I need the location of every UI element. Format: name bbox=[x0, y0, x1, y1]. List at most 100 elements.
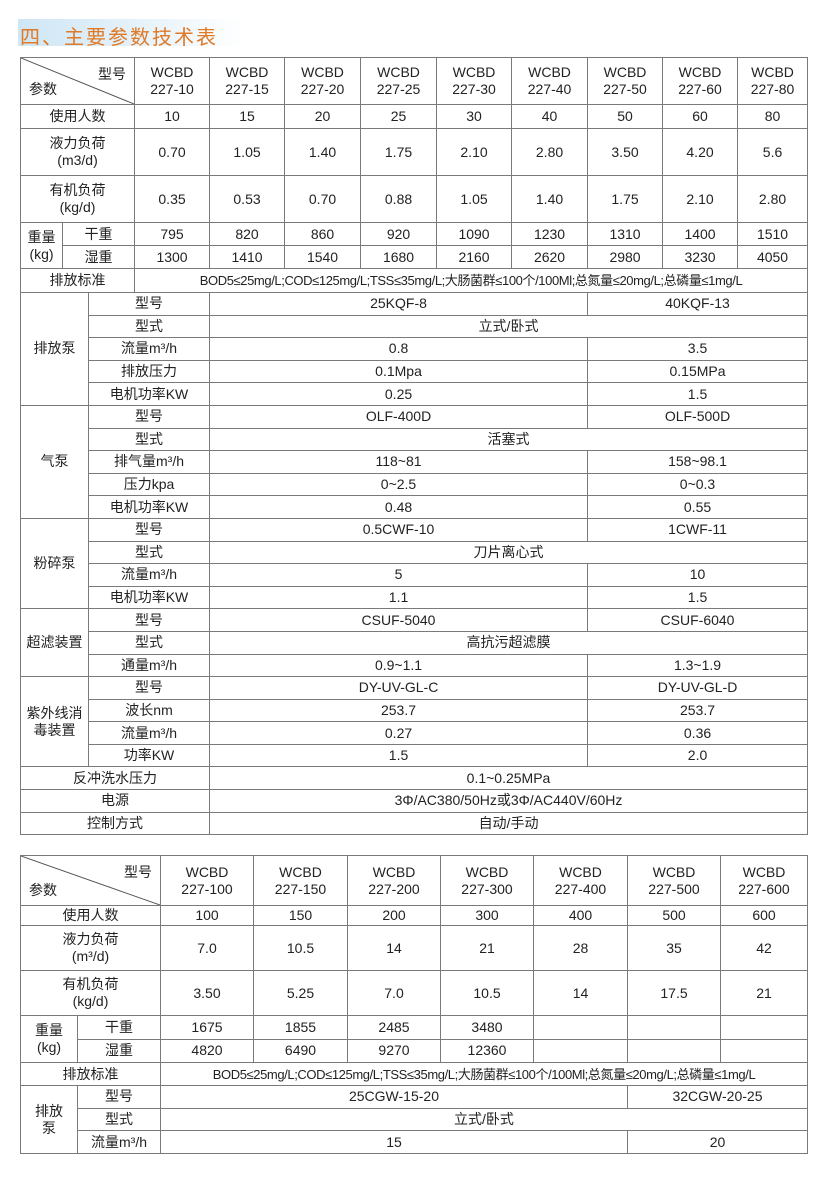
value-cell: 9270 bbox=[347, 1038, 441, 1063]
group-item-row: 气泵 型号 OLF-400D OLF-500D bbox=[20, 404, 809, 519]
value-cell bbox=[533, 1015, 628, 1040]
value-cell: 1540 bbox=[284, 245, 362, 269]
group-item-row: 流量m³/h 5 10 bbox=[21, 563, 809, 587]
value-cell: 0.5CWF-10 bbox=[209, 517, 589, 542]
value-cell: CSUF-6040 bbox=[587, 608, 809, 632]
value-cell: 0.70 bbox=[284, 175, 362, 223]
value-cell: 0.70 bbox=[134, 128, 211, 176]
item-label: 型式 bbox=[77, 1107, 161, 1132]
value-cell bbox=[533, 1038, 628, 1063]
value-cell: 80 bbox=[737, 104, 809, 129]
group-item-row: 型式 刀片离心式 bbox=[21, 540, 809, 565]
group-item-row: 压力kpa 0~2.5 0~0.3 bbox=[21, 472, 809, 497]
group-item-row: 电机功率KW 0.48 0.55 bbox=[21, 495, 809, 519]
weight-label: 重量 (kg) bbox=[20, 1015, 78, 1063]
value-cell: 立式/卧式 bbox=[160, 1107, 808, 1132]
value-cell: 118~81 bbox=[209, 450, 589, 474]
item-label: 型式 bbox=[87, 630, 211, 655]
value-cell: 3.50 bbox=[160, 970, 254, 1016]
value-cell: 1.40 bbox=[511, 175, 589, 223]
value-cell: 42 bbox=[720, 925, 808, 971]
value-cell: 50 bbox=[587, 104, 664, 129]
value-cell: 5.25 bbox=[253, 970, 348, 1016]
model-header: WCBD 227-25 bbox=[360, 57, 438, 105]
group-item-row: 电机功率KW 0.25 1.5 bbox=[21, 382, 809, 406]
value-cell: 3.5 bbox=[587, 337, 809, 361]
value-cell: 0.15MPa bbox=[587, 359, 809, 384]
value-cell: 7.0 bbox=[160, 925, 254, 971]
data-row: 有机负荷 (kg/d) 0.35 0.53 0.70 0.88 1.05 1.40 1.75 2… bbox=[19, 175, 809, 223]
group-item-row: 流量m³/h 0.27 0.36 bbox=[21, 721, 809, 745]
value-cell: 刀片离心式 bbox=[209, 540, 809, 565]
item-label: 型式 bbox=[87, 314, 211, 339]
value-cell: 4050 bbox=[737, 245, 809, 269]
weight-row-dry: 重量 (kg) 干重 1675 1855 2485 3480 bbox=[20, 1015, 808, 1063]
value-cell: 300 bbox=[440, 905, 534, 926]
row-label: 使用人数 bbox=[19, 104, 136, 129]
value-cell: 10 bbox=[134, 104, 211, 129]
value-cell: 253.7 bbox=[209, 698, 589, 723]
item-label: 型式 bbox=[87, 540, 211, 565]
group-item-row: 通量m³/h 0.9~1.1 1.3~1.9 bbox=[21, 653, 809, 678]
group-label: 气泵 bbox=[20, 404, 89, 519]
row-label: 有机负荷 (kg/d) bbox=[20, 970, 161, 1016]
model-header: WCBD 227-60 bbox=[662, 57, 739, 105]
model-header: WCBD 227-600 bbox=[720, 855, 808, 906]
value-cell: CSUF-5040 bbox=[209, 608, 589, 632]
value-cell: 25KQF-8 bbox=[209, 292, 589, 316]
model-label: 型号 bbox=[98, 66, 127, 82]
value-cell: 35 bbox=[627, 925, 721, 971]
value-cell: 1675 bbox=[160, 1015, 254, 1040]
group-item-row: 排放 泵型号 25CGW-15-20 32CGW-20-25 bbox=[20, 1084, 808, 1155]
footer-value: 0.1~0.25MPa bbox=[209, 766, 809, 791]
header-corner-cell: 型号 参数 bbox=[20, 855, 161, 906]
value-cell: 2.0 bbox=[587, 743, 809, 768]
model-header: WCBD 227-50 bbox=[587, 57, 664, 105]
value-cell: 2.10 bbox=[436, 128, 513, 176]
weight-sub-label: 湿重 bbox=[61, 245, 136, 269]
footer-row: 电源 3Φ/AC380/50Hz或3Φ/AC440V/60Hz bbox=[19, 789, 809, 813]
value-cell: 3.50 bbox=[587, 128, 664, 176]
standard-value: BOD5≤25mg/L;COD≤125mg/L;TSS≤35mg/L;大肠菌群≤… bbox=[134, 268, 809, 293]
item-label: 电机功率KW bbox=[87, 495, 211, 519]
weight-sub-label: 干重 bbox=[61, 222, 136, 246]
group-item-row: 电机功率KW 1.1 1.5 bbox=[21, 585, 809, 610]
value-cell: 立式/卧式 bbox=[209, 314, 809, 339]
footer-value: 自动/手动 bbox=[209, 811, 809, 836]
param-label: 参数 bbox=[29, 882, 57, 898]
footer-row: 控制方式 自动/手动 bbox=[19, 811, 809, 836]
item-label: 流量m³/h bbox=[87, 337, 211, 361]
value-cell: 60 bbox=[662, 104, 739, 129]
value-cell: 0.53 bbox=[209, 175, 286, 223]
parameter-table-1: 型号 参数 WCBD 227-10 WCBD 227-15 WCBD 227-20 WCB… bbox=[19, 57, 809, 836]
value-cell: 1230 bbox=[511, 222, 589, 246]
parameter-table-2: 型号 参数 WCBD 227-100 WCBD 227-150 WCBD 227-200… bbox=[20, 855, 808, 1155]
data-row: 使用人数 10 15 20 25 30 40 50 60 80 bbox=[19, 104, 809, 129]
weight-row-dry: 重量 (kg) 干重 795 820 860 920 1090 1230 1310 1400 151… bbox=[20, 222, 809, 269]
group-item-row: 型式 立式/卧式 bbox=[21, 1107, 808, 1132]
value-cell: 5 bbox=[209, 563, 589, 587]
value-cell: 4820 bbox=[160, 1038, 254, 1063]
value-cell: 2620 bbox=[511, 245, 589, 269]
item-label: 型号 bbox=[87, 608, 211, 632]
group-item-row: 流量m³/h 15 20 bbox=[21, 1130, 808, 1155]
group-item-row: 波长nm 253.7 253.7 bbox=[21, 698, 809, 723]
value-cell: 1400 bbox=[662, 222, 739, 246]
group-item-row: 型式 高抗污超滤膜 bbox=[21, 630, 809, 655]
value-cell: 15 bbox=[160, 1130, 628, 1155]
value-cell: OLF-500D bbox=[587, 404, 809, 429]
diagonal-line bbox=[21, 58, 134, 104]
weight-row-wet: 湿重 4820 6490 9270 12360 bbox=[21, 1038, 808, 1063]
standard-value: BOD5≤25mg/L;COD≤125mg/L;TSS≤35mg/L;大肠菌群≤… bbox=[160, 1062, 808, 1086]
value-cell: 1510 bbox=[737, 222, 809, 246]
group-item-row: 型式 活塞式 bbox=[21, 427, 809, 452]
model-header: WCBD 227-30 bbox=[436, 57, 513, 105]
value-cell: 0~2.5 bbox=[209, 472, 589, 497]
param-label: 参数 bbox=[29, 81, 57, 97]
group-label: 超滤装置 bbox=[20, 608, 89, 678]
diagonal-line bbox=[21, 856, 160, 905]
value-cell: 30 bbox=[436, 104, 513, 129]
item-label: 型式 bbox=[87, 427, 211, 452]
value-cell: 0.88 bbox=[360, 175, 438, 223]
value-cell: 795 bbox=[134, 222, 211, 246]
